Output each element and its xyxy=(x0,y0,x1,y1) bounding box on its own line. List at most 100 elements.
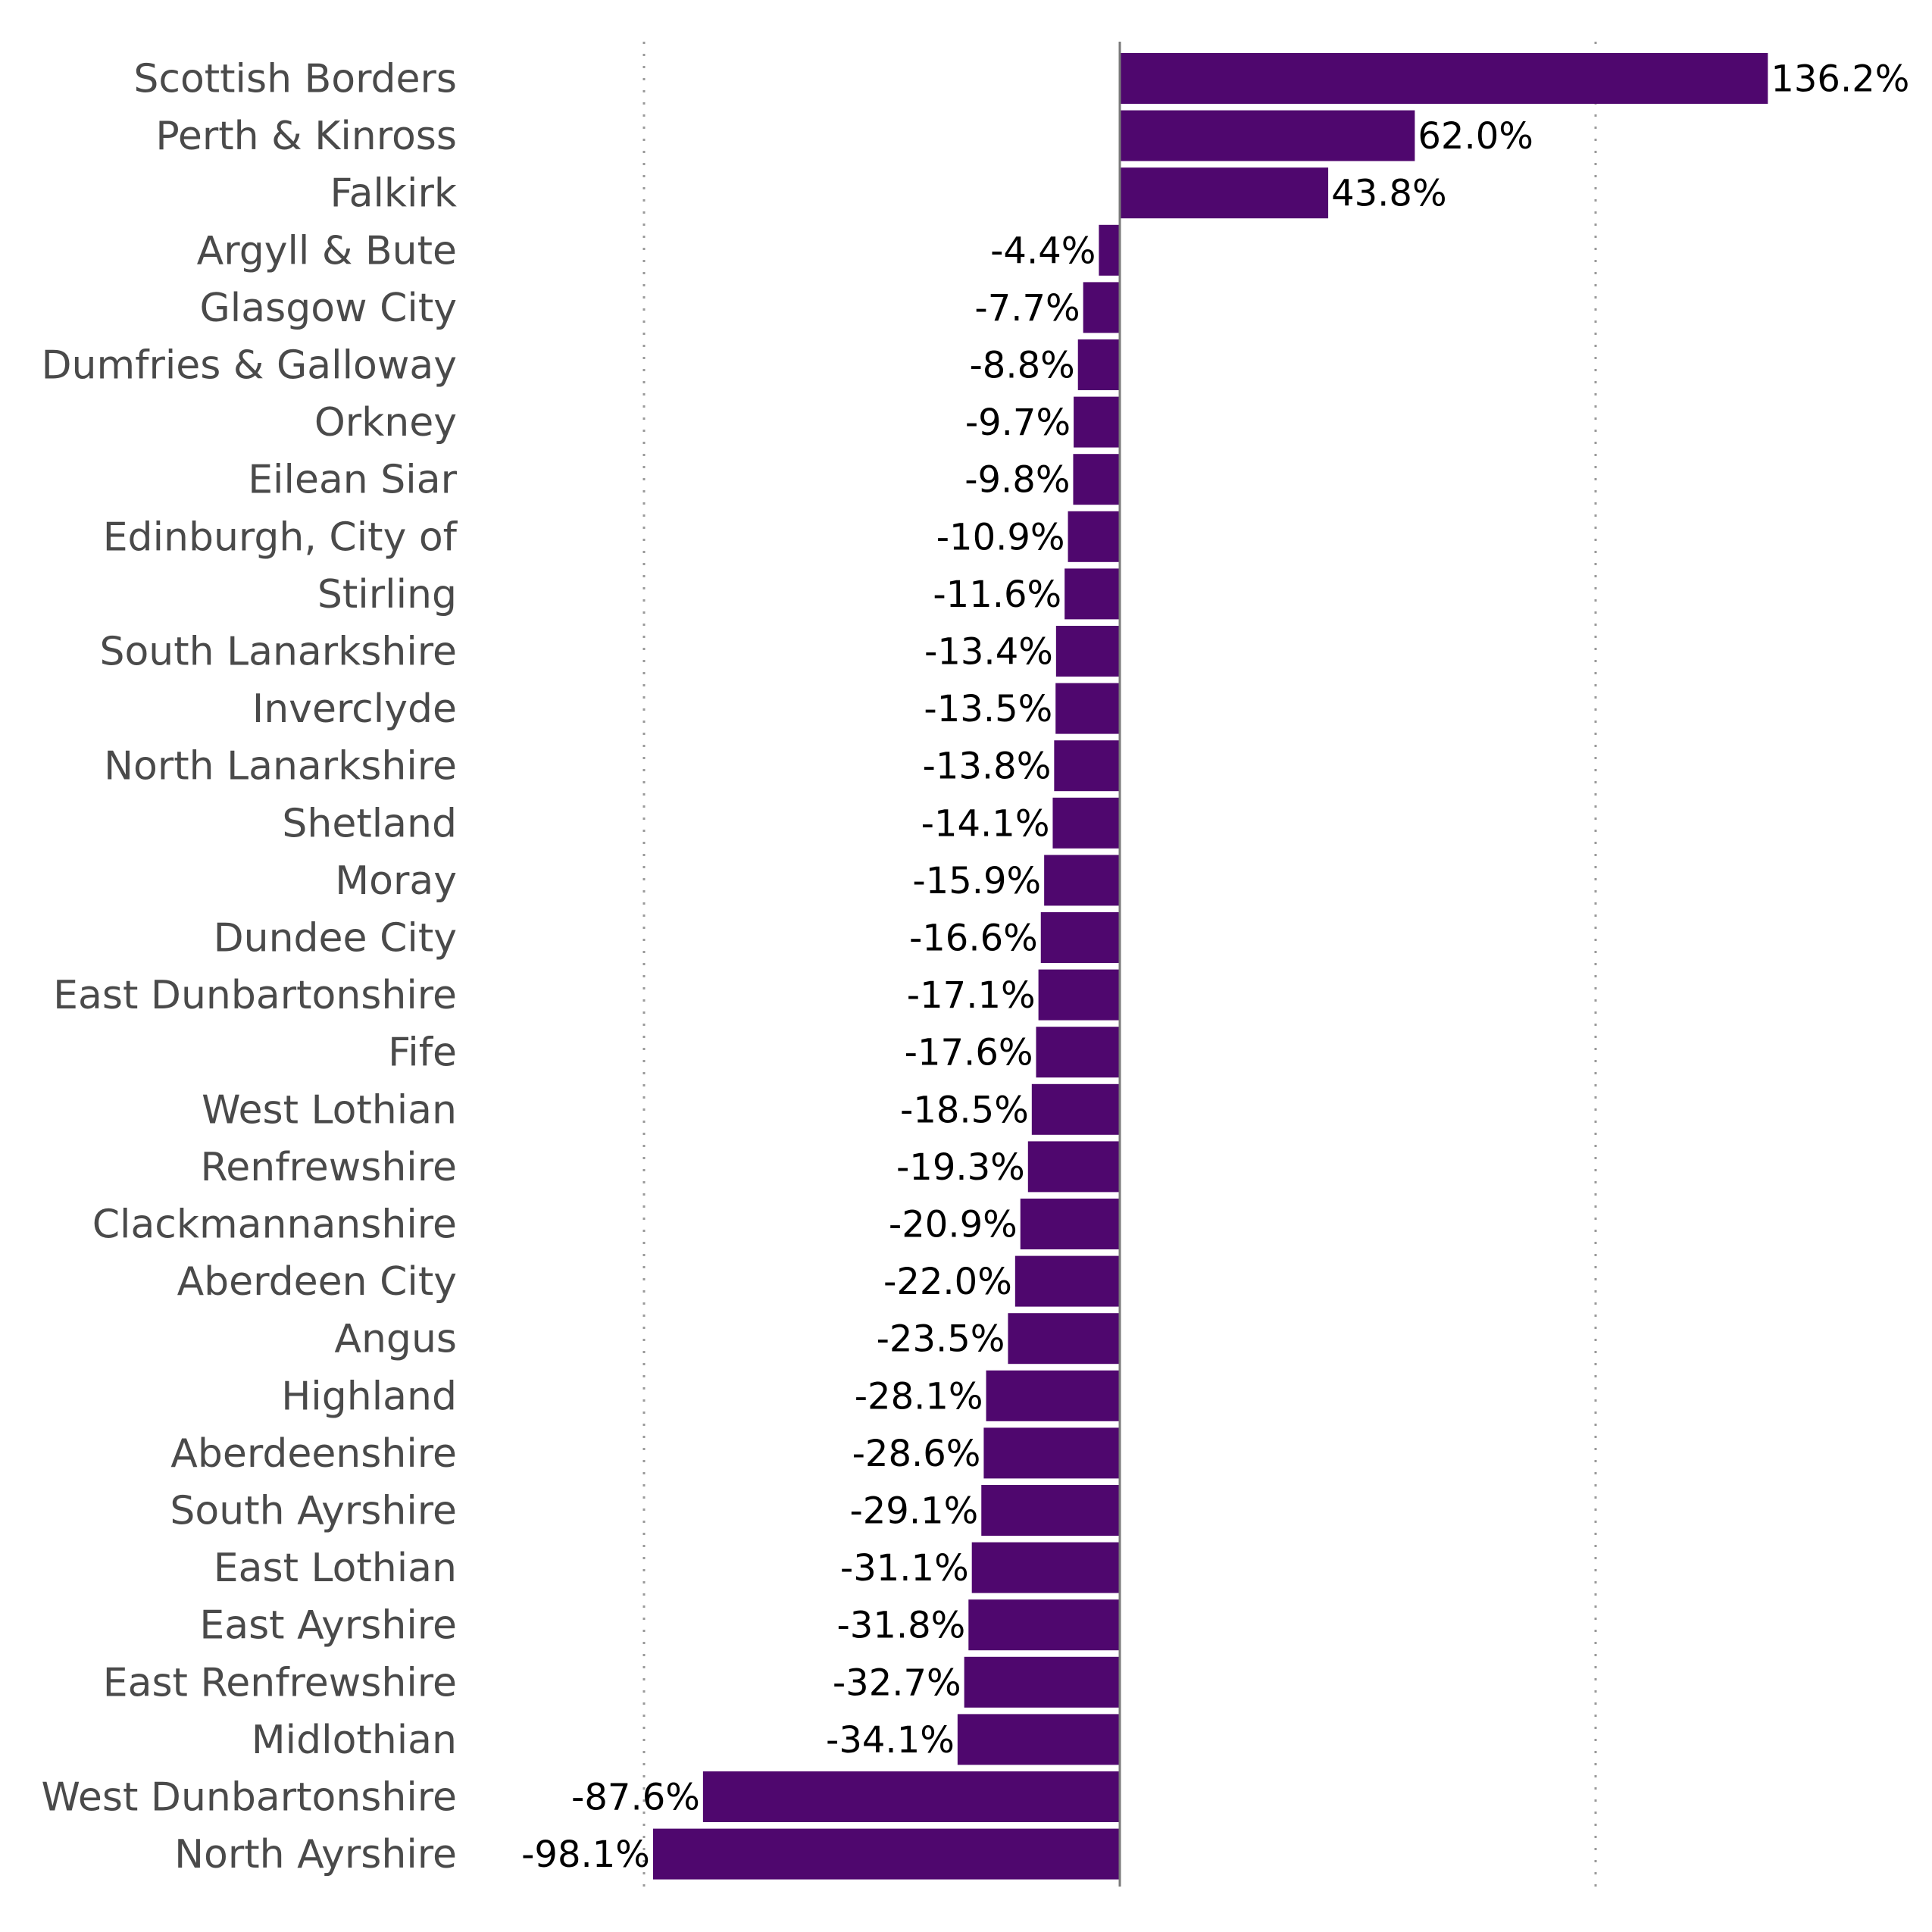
category-label: Eilean Siar xyxy=(248,458,457,503)
bar xyxy=(1031,1083,1120,1135)
bar xyxy=(964,1656,1120,1708)
category-label: Fife xyxy=(388,1030,457,1076)
category-label: Stirling xyxy=(317,572,457,617)
bar xyxy=(1120,53,1768,104)
category-label: Clackmannanshire xyxy=(92,1202,457,1248)
bar xyxy=(1074,396,1120,448)
data-label: -13.5% xyxy=(924,688,1052,730)
category-label: East Dunbartonshire xyxy=(53,973,457,1018)
data-label: -29.1% xyxy=(849,1490,978,1533)
data-label: 62.0% xyxy=(1418,115,1533,158)
category-label: Glasgow City xyxy=(200,286,458,331)
bar xyxy=(983,1427,1120,1479)
bar xyxy=(1083,282,1120,333)
data-label: -11.6% xyxy=(933,574,1061,616)
bar xyxy=(1099,224,1120,276)
category-label: Falkirk xyxy=(330,171,457,217)
data-label: -9.8% xyxy=(964,459,1070,502)
data-label: -17.1% xyxy=(907,974,1036,1017)
bar xyxy=(1120,110,1415,161)
category-label: West Dunbartonshire xyxy=(42,1775,457,1821)
data-label: -28.6% xyxy=(852,1433,981,1475)
category-label: South Lanarkshire xyxy=(99,630,457,675)
data-label: -31.8% xyxy=(836,1605,965,1647)
bar xyxy=(1120,167,1329,219)
category-label: East Renfrewshire xyxy=(103,1660,457,1705)
data-label: -17.6% xyxy=(905,1032,1033,1074)
data-label: -13.8% xyxy=(923,746,1052,788)
category-label: Scottish Borders xyxy=(133,57,457,102)
bar xyxy=(1020,1199,1120,1249)
bar xyxy=(957,1714,1120,1765)
bar xyxy=(1055,626,1120,677)
data-label: -28.1% xyxy=(855,1375,983,1418)
category-label: Aberdeenshire xyxy=(170,1431,457,1477)
data-label: -18.5% xyxy=(900,1089,1029,1131)
bar xyxy=(1054,740,1120,792)
data-label: -8.8% xyxy=(969,345,1074,387)
category-label: Edinburgh, City of xyxy=(103,514,458,560)
data-label: -87.6% xyxy=(571,1777,700,1819)
bar xyxy=(968,1599,1120,1651)
bars xyxy=(652,53,1768,1880)
category-label: Dundee City xyxy=(214,916,457,961)
bar xyxy=(971,1542,1120,1593)
data-label: 43.8% xyxy=(1331,173,1446,215)
bar xyxy=(1055,683,1120,734)
gridlines xyxy=(642,42,1597,1887)
category-label: North Ayrshire xyxy=(174,1832,457,1877)
data-label: -7.7% xyxy=(974,287,1080,330)
bar xyxy=(1014,1255,1120,1307)
category-label: North Lanarkshire xyxy=(104,744,457,789)
data-label: -15.9% xyxy=(912,860,1041,902)
bar xyxy=(652,1828,1120,1880)
data-label: 136.2% xyxy=(1771,58,1909,101)
data-label: -22.0% xyxy=(883,1261,1012,1303)
data-label: -23.5% xyxy=(877,1318,1005,1361)
data-label: -9.7% xyxy=(965,402,1071,444)
category-label: East Ayrshire xyxy=(199,1603,457,1649)
bar xyxy=(1038,969,1120,1021)
category-label: Aberdeen City xyxy=(177,1259,457,1305)
category-label: Angus xyxy=(334,1317,457,1362)
bar xyxy=(1073,454,1120,505)
category-labels: Scottish Borders Perth & Kinross Falkirk Ar… xyxy=(41,57,458,1878)
category-label: Shetland xyxy=(282,801,457,846)
bar xyxy=(1036,1027,1120,1078)
category-label: Argyll & Bute xyxy=(197,228,457,274)
bar xyxy=(1064,568,1120,620)
bar xyxy=(986,1370,1120,1421)
data-label: -34.1% xyxy=(826,1719,955,1762)
data-label: -19.3% xyxy=(896,1146,1025,1189)
category-label: Moray xyxy=(335,858,457,904)
data-label: -16.6% xyxy=(909,918,1038,960)
category-label: East Lothian xyxy=(214,1546,457,1591)
bar xyxy=(1052,797,1120,849)
category-label: West Lothian xyxy=(202,1087,457,1133)
category-label: Orkney xyxy=(314,400,457,445)
data-label: -4.4% xyxy=(990,230,1096,272)
bar xyxy=(1068,511,1120,562)
category-label: South Ayrshire xyxy=(170,1489,457,1534)
category-label: Inverclyde xyxy=(252,686,457,732)
bar xyxy=(1040,912,1120,963)
bar xyxy=(981,1485,1120,1536)
data-label: -10.9% xyxy=(936,516,1065,558)
bar xyxy=(1077,339,1120,390)
category-label: Midlothian xyxy=(252,1718,457,1763)
category-label: Highland xyxy=(281,1374,457,1419)
data-label: -31.1% xyxy=(840,1547,969,1590)
value-labels: 136.2% 62.0% 43.8% -4.4% -7.7% -8.8% -9.7% -9.8… xyxy=(521,58,1909,1877)
data-label: -98.1% xyxy=(521,1834,650,1876)
bar xyxy=(1044,855,1120,906)
data-label: -13.4% xyxy=(924,631,1053,674)
bar xyxy=(702,1771,1120,1822)
data-label: -32.7% xyxy=(833,1662,961,1704)
bar xyxy=(1027,1141,1120,1193)
data-label: -20.9% xyxy=(889,1204,1018,1246)
data-label: -14.1% xyxy=(921,802,1050,845)
category-label: Renfrewshire xyxy=(200,1145,457,1190)
category-label: Dumfries & Galloway xyxy=(41,343,457,389)
